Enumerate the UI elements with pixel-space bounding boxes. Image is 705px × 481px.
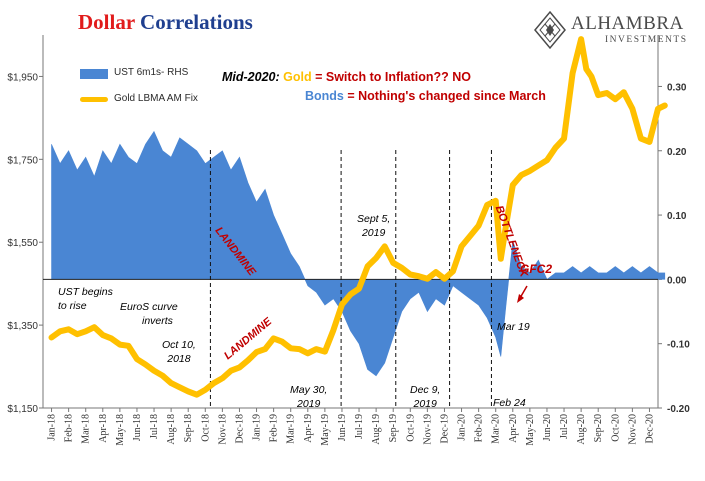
annotation-euros-line1: EuroS curve — [120, 301, 178, 313]
x-tick-label: Jul-20 — [559, 414, 570, 439]
brand-name: ALHAMBRA — [571, 13, 684, 34]
x-tick-label: Jan-18 — [47, 414, 58, 441]
x-tick-label: May-18 — [115, 414, 126, 446]
x-tick-label: Feb-20 — [474, 414, 485, 442]
annotation-ust-begins: UST begins to rise — [58, 285, 113, 313]
x-tick-label: Aug-20 — [576, 414, 587, 445]
annotation-feb24: Feb 24 — [493, 397, 526, 409]
x-tick-label: Oct-19 — [405, 414, 416, 442]
annotation-euros-curve: EuroS curve inverts — [120, 300, 178, 328]
legend-label-ust: UST 6m1s- RHS — [114, 67, 189, 78]
annotation-euros-line2: inverts — [142, 315, 173, 327]
annotation-ust-begins-line1: UST begins — [58, 286, 113, 298]
annotation-sept5-line1: Sept 5, — [357, 213, 391, 225]
annotation-sept5: Sept 5, 2019 — [357, 212, 390, 240]
x-tick-label: Oct-20 — [610, 414, 621, 442]
x-tick-label: Mar-19 — [286, 414, 297, 444]
legend-label-gold: Gold LBMA AM Fix — [114, 93, 198, 104]
title-word-dollar: Dollar — [78, 10, 135, 34]
annotation-oct10-line2: 2018 — [167, 353, 191, 365]
right-tick-label: 0.20 — [667, 147, 687, 158]
x-tick-label: Nov-20 — [627, 414, 638, 445]
left-tick-label: $1,950 — [7, 72, 38, 83]
annotation-may30: May 30, 2019 — [290, 383, 327, 411]
x-tick-label: Apr-20 — [508, 414, 519, 443]
x-tick-label: Feb-19 — [269, 414, 280, 442]
note-line1-rest: = Switch to Inflation?? NO — [311, 70, 471, 84]
x-tick-label: Jul-19 — [354, 414, 365, 439]
title-word-correlations: Correlations — [140, 10, 253, 34]
note-line-bonds: Bonds = Nothing's changed since March — [305, 89, 546, 103]
legend-swatch-ust — [80, 69, 108, 79]
left-tick-label: $1,150 — [7, 404, 38, 415]
left-tick-label: $1,350 — [7, 321, 38, 332]
x-tick-label: Dec-18 — [234, 414, 245, 443]
x-tick-label: Sep-18 — [183, 414, 194, 442]
ust-series-area — [51, 130, 666, 377]
note-gold-word: Gold — [283, 70, 312, 84]
x-tick-label: Dec-20 — [644, 414, 655, 443]
x-tick-label: Apr-19 — [303, 414, 314, 443]
annotation-gfc2: GFC2 — [520, 262, 553, 276]
x-tick-label: Dec-19 — [439, 414, 450, 443]
annotation-may30-line2: 2019 — [297, 398, 321, 410]
right-tick-label: 0.10 — [667, 211, 687, 222]
note-bonds-word: Bonds — [305, 89, 344, 103]
right-tick-label: -0.20 — [667, 404, 690, 415]
x-tick-label: Nov-19 — [422, 414, 433, 445]
brand-subtitle: INVESTMENTS — [605, 35, 688, 45]
annotation-may30-line1: May 30, — [290, 384, 328, 396]
x-tick-label: May-20 — [525, 414, 536, 446]
x-tick-label: Jun-18 — [132, 414, 143, 441]
brand-logo-block: ALHAMBRA INVESTMENTS — [533, 10, 699, 50]
annotation-dec9: Dec 9, 2019 — [410, 383, 440, 411]
x-tick-label: Aug-18 — [166, 414, 177, 445]
right-tick-label: 0.30 — [667, 82, 687, 93]
left-tick-label: $1,550 — [7, 238, 38, 249]
x-tick-label: Jun-19 — [337, 414, 348, 441]
x-tick-label: Mar-18 — [81, 414, 92, 444]
x-tick-label: May-19 — [320, 414, 331, 446]
x-tick-label: Jul-18 — [149, 414, 160, 439]
x-tick-label: Aug-19 — [371, 414, 382, 445]
annotation-sept5-line2: 2019 — [361, 227, 386, 239]
right-tick-label: -0.10 — [667, 340, 690, 351]
legend-swatch-gold — [80, 97, 108, 102]
x-tick-label: Jun-20 — [542, 414, 553, 441]
annotation-mar19: Mar 19 — [497, 321, 530, 333]
alhambra-logo-icon — [534, 10, 566, 50]
right-tick-label: 0.00 — [667, 275, 687, 286]
note-line2-rest: = Nothing's changed since March — [343, 89, 546, 103]
x-tick-label: Feb-18 — [64, 414, 75, 442]
note-line-gold: Mid-2020: Gold = Switch to Inflation?? N… — [222, 70, 471, 84]
x-tick-label: Oct-18 — [200, 414, 211, 442]
x-tick-label: Nov-18 — [217, 414, 228, 445]
annotation-ust-begins-line2: to rise — [58, 300, 87, 312]
annotation-dec9-line1: Dec 9, — [410, 384, 441, 396]
x-tick-label: Sep-20 — [593, 414, 604, 442]
chart-title: Dollar Correlations — [78, 10, 253, 35]
x-tick-label: Jan-20 — [457, 414, 468, 441]
x-tick-label: Apr-18 — [98, 414, 109, 443]
x-tick-label: Sep-19 — [388, 414, 399, 442]
annotation-oct10: Oct 10, 2018 — [162, 338, 196, 366]
gold-series-line — [48, 36, 668, 398]
annotation-oct10-line1: Oct 10, — [162, 339, 196, 351]
annotation-dec9-line2: 2019 — [413, 398, 437, 410]
left-tick-label: $1,750 — [7, 155, 38, 166]
note-prefix: Mid-2020: — [222, 70, 284, 84]
x-tick-label: Jan-19 — [252, 414, 263, 441]
gfc2-arrow-head — [517, 294, 524, 303]
x-tick-label: Mar-20 — [491, 414, 502, 444]
